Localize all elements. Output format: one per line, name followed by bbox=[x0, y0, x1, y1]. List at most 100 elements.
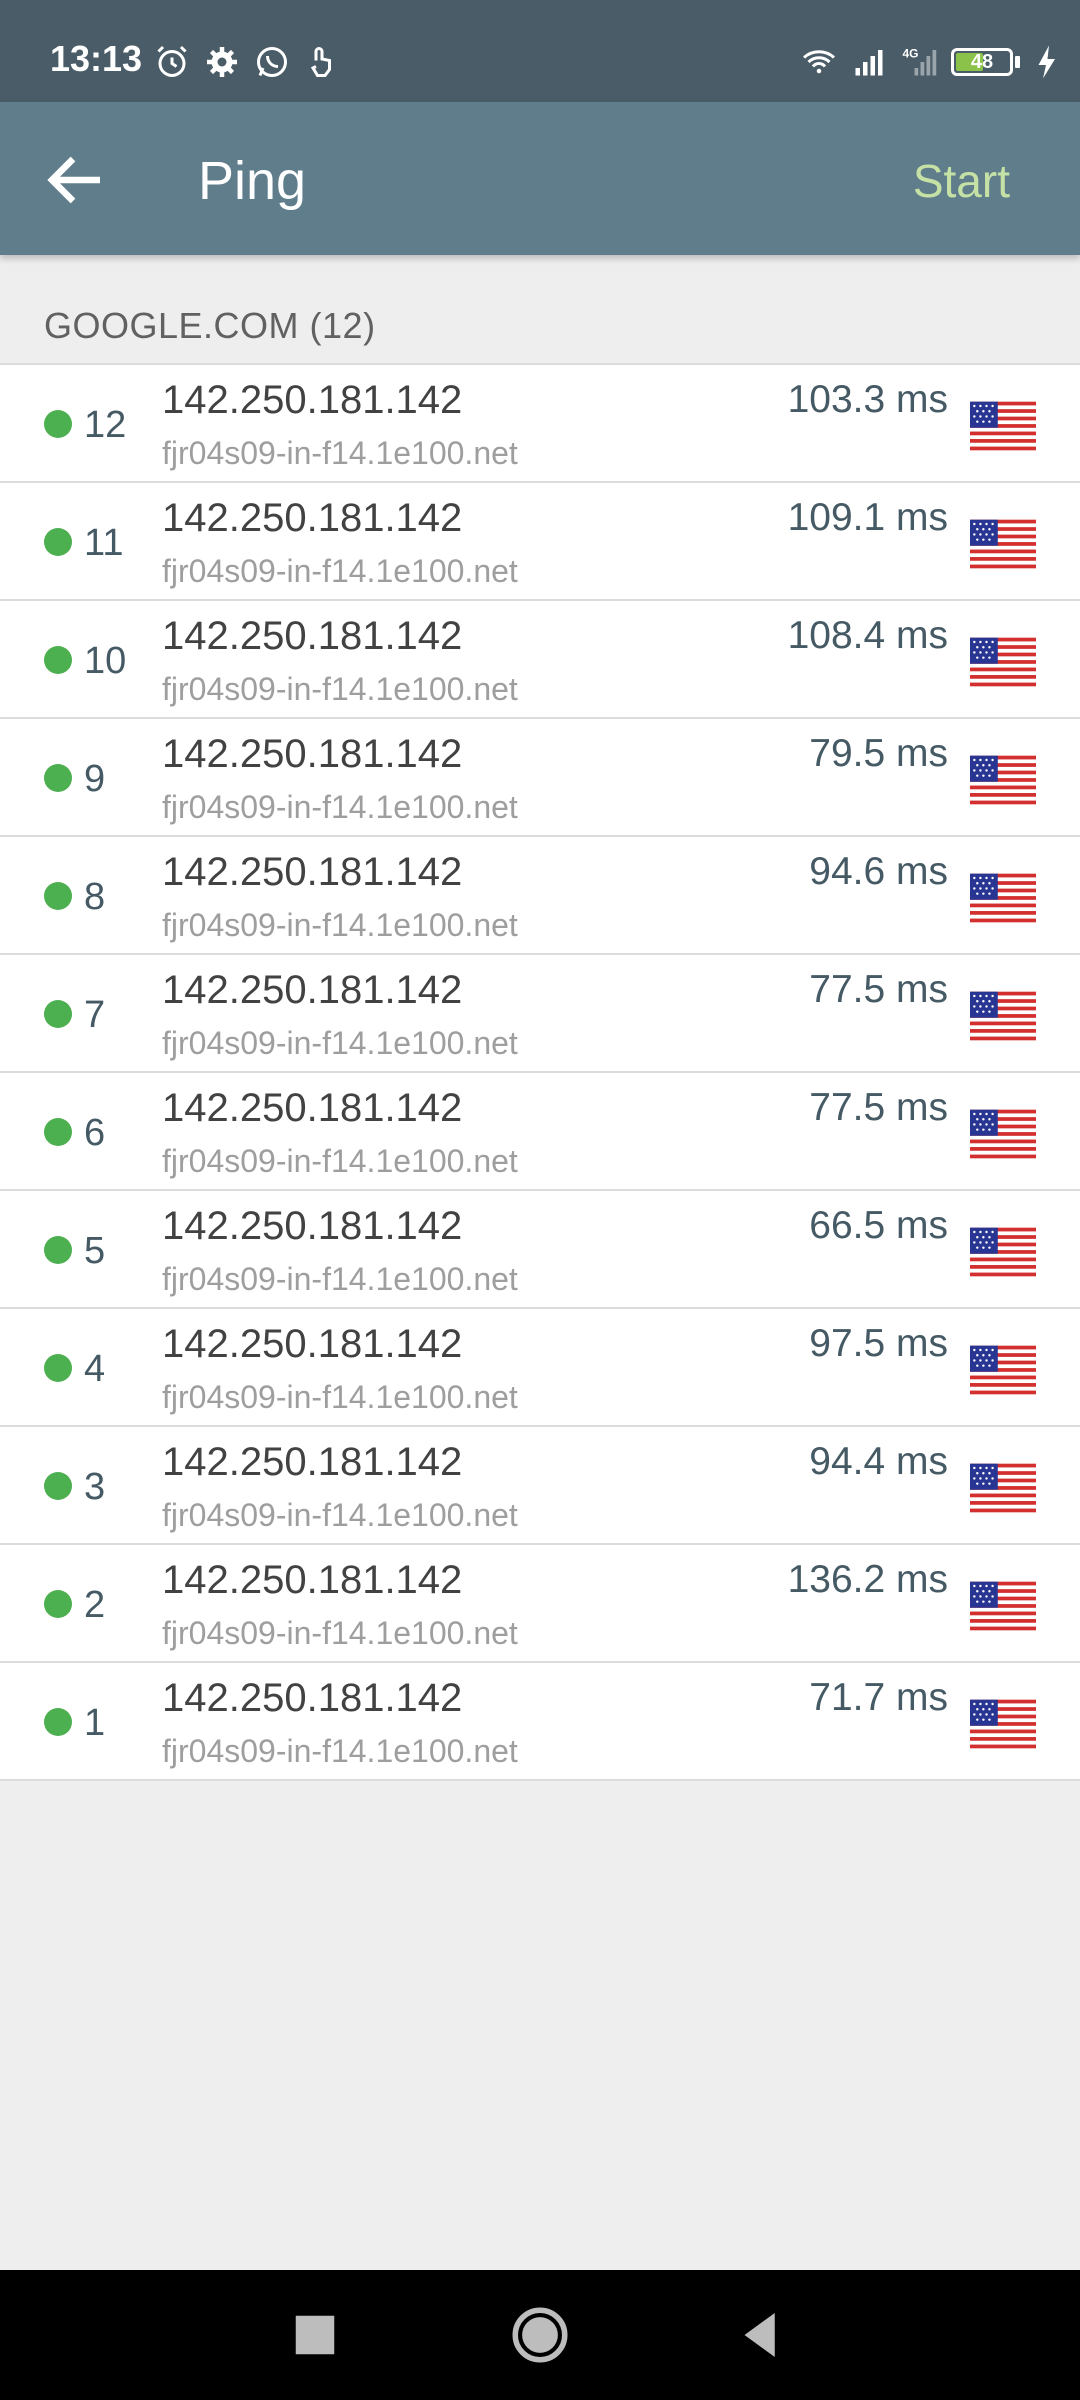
battery-indicator: 48 bbox=[951, 48, 1020, 76]
ip-address: 142.250.181.142 bbox=[162, 850, 463, 894]
ip-address: 142.250.181.142 bbox=[162, 1086, 463, 1130]
alarm-icon bbox=[157, 45, 187, 77]
sequence-number: 10 bbox=[84, 640, 127, 682]
hostname: fjr04s09-in-f14.1e100.net bbox=[162, 907, 518, 943]
us-flag-icon bbox=[970, 637, 1036, 687]
status-dot bbox=[44, 1590, 72, 1618]
response-time: 94.4 ms bbox=[809, 1440, 948, 1483]
network-type: 4G bbox=[903, 47, 919, 61]
status-dot bbox=[44, 1472, 72, 1500]
response-time: 136.2 ms bbox=[787, 1558, 948, 1601]
status-dot bbox=[44, 1000, 72, 1028]
page-title: Ping bbox=[198, 151, 307, 211]
ping-row[interactable]: 1 142.250.181.142 fjr04s09-in-f14.1e100.… bbox=[0, 1663, 1080, 1781]
status-dot bbox=[44, 1708, 72, 1736]
ping-row[interactable]: 11 142.250.181.142 fjr04s09-in-f14.1e100… bbox=[0, 483, 1080, 601]
response-time: 97.5 ms bbox=[809, 1322, 948, 1365]
us-flag-icon bbox=[970, 1463, 1036, 1513]
wifi-icon bbox=[803, 50, 835, 74]
sequence-number: 5 bbox=[84, 1230, 106, 1272]
back-arrow-icon[interactable] bbox=[40, 144, 112, 216]
ping-row[interactable]: 6 142.250.181.142 fjr04s09-in-f14.1e100.… bbox=[0, 1073, 1080, 1191]
us-flag-icon bbox=[970, 1345, 1036, 1395]
gear-icon bbox=[207, 47, 237, 77]
us-flag-icon bbox=[970, 401, 1036, 451]
status-bar: 13:13 4G 48 bbox=[0, 0, 1080, 102]
status-dot bbox=[44, 528, 72, 556]
hostname: fjr04s09-in-f14.1e100.net bbox=[162, 1261, 518, 1297]
ping-row[interactable]: 10 142.250.181.142 fjr04s09-in-f14.1e100… bbox=[0, 601, 1080, 719]
status-dot bbox=[44, 1236, 72, 1264]
ip-address: 142.250.181.142 bbox=[162, 496, 463, 540]
us-flag-icon bbox=[970, 755, 1036, 805]
sequence-number: 1 bbox=[84, 1702, 106, 1744]
ip-address: 142.250.181.142 bbox=[162, 1558, 463, 1602]
hostname: fjr04s09-in-f14.1e100.net bbox=[162, 1615, 518, 1651]
response-time: 77.5 ms bbox=[809, 968, 948, 1011]
ip-address: 142.250.181.142 bbox=[162, 1440, 463, 1484]
ping-row[interactable]: 9 142.250.181.142 fjr04s09-in-f14.1e100.… bbox=[0, 719, 1080, 837]
ip-address: 142.250.181.142 bbox=[162, 1676, 463, 1720]
ip-address: 142.250.181.142 bbox=[162, 968, 463, 1012]
back-triangle-icon[interactable] bbox=[728, 2302, 794, 2368]
hostname: fjr04s09-in-f14.1e100.net bbox=[162, 671, 518, 707]
response-time: 109.1 ms bbox=[787, 496, 948, 539]
whatsapp-icon bbox=[257, 47, 287, 77]
us-flag-icon bbox=[970, 1581, 1036, 1631]
ping-row[interactable]: 3 142.250.181.142 fjr04s09-in-f14.1e100.… bbox=[0, 1427, 1080, 1545]
hostname: fjr04s09-in-f14.1e100.net bbox=[162, 1025, 518, 1061]
sequence-number: 4 bbox=[84, 1348, 106, 1390]
ping-row[interactable]: 4 142.250.181.142 fjr04s09-in-f14.1e100.… bbox=[0, 1309, 1080, 1427]
ip-address: 142.250.181.142 bbox=[162, 378, 463, 422]
ip-address: 142.250.181.142 bbox=[162, 732, 463, 776]
status-time: 13:13 bbox=[50, 38, 143, 79]
response-time: 71.7 ms bbox=[809, 1676, 948, 1719]
ip-address: 142.250.181.142 bbox=[162, 1322, 463, 1366]
signal-icon bbox=[855, 50, 883, 76]
sequence-number: 11 bbox=[84, 522, 124, 564]
us-flag-icon bbox=[970, 1109, 1036, 1159]
response-time: 108.4 ms bbox=[787, 614, 948, 657]
response-time: 66.5 ms bbox=[809, 1204, 948, 1247]
ip-address: 142.250.181.142 bbox=[162, 614, 463, 658]
ping-results-list: 12 142.250.181.142 fjr04s09-in-f14.1e100… bbox=[0, 363, 1080, 1781]
hostname: fjr04s09-in-f14.1e100.net bbox=[162, 435, 518, 471]
hostname: fjr04s09-in-f14.1e100.net bbox=[162, 789, 518, 825]
hostname: fjr04s09-in-f14.1e100.net bbox=[162, 1733, 518, 1769]
ping-row[interactable]: 2 142.250.181.142 fjr04s09-in-f14.1e100.… bbox=[0, 1545, 1080, 1663]
sequence-number: 8 bbox=[84, 876, 106, 918]
hostname: fjr04s09-in-f14.1e100.net bbox=[162, 1143, 518, 1179]
battery-level: 48 bbox=[970, 50, 994, 73]
response-time: 77.5 ms bbox=[809, 1086, 948, 1129]
home-circle-icon[interactable] bbox=[507, 2302, 573, 2368]
host-section-header: GOOGLE.COM (12) bbox=[44, 305, 376, 346]
ping-row[interactable]: 8 142.250.181.142 fjr04s09-in-f14.1e100.… bbox=[0, 837, 1080, 955]
ping-row[interactable]: 7 142.250.181.142 fjr04s09-in-f14.1e100.… bbox=[0, 955, 1080, 1073]
sequence-number: 12 bbox=[84, 404, 127, 446]
sequence-number: 6 bbox=[84, 1112, 106, 1154]
us-flag-icon bbox=[970, 1227, 1036, 1277]
signal-4g-icon: 4G bbox=[903, 47, 937, 76]
touch-icon bbox=[310, 47, 331, 77]
sequence-number: 7 bbox=[84, 994, 106, 1036]
us-flag-icon bbox=[970, 991, 1036, 1041]
hostname: fjr04s09-in-f14.1e100.net bbox=[162, 1497, 518, 1533]
status-dot bbox=[44, 1118, 72, 1146]
start-button[interactable]: Start bbox=[912, 155, 1010, 207]
hostname: fjr04s09-in-f14.1e100.net bbox=[162, 553, 518, 589]
app-bar: Ping Start bbox=[0, 102, 1080, 255]
us-flag-icon bbox=[970, 1699, 1036, 1749]
us-flag-icon bbox=[970, 519, 1036, 569]
status-dot bbox=[44, 882, 72, 910]
ping-row[interactable]: 12 142.250.181.142 fjr04s09-in-f14.1e100… bbox=[0, 365, 1080, 483]
status-dot bbox=[44, 1354, 72, 1382]
hostname: fjr04s09-in-f14.1e100.net bbox=[162, 1379, 518, 1415]
sequence-number: 2 bbox=[84, 1584, 106, 1626]
ping-row[interactable]: 5 142.250.181.142 fjr04s09-in-f14.1e100.… bbox=[0, 1191, 1080, 1309]
response-time: 79.5 ms bbox=[809, 732, 948, 775]
recents-square-icon[interactable] bbox=[282, 2302, 348, 2368]
status-dot bbox=[44, 410, 72, 438]
response-time: 94.6 ms bbox=[809, 850, 948, 893]
status-dot bbox=[44, 646, 72, 674]
status-dot bbox=[44, 764, 72, 792]
